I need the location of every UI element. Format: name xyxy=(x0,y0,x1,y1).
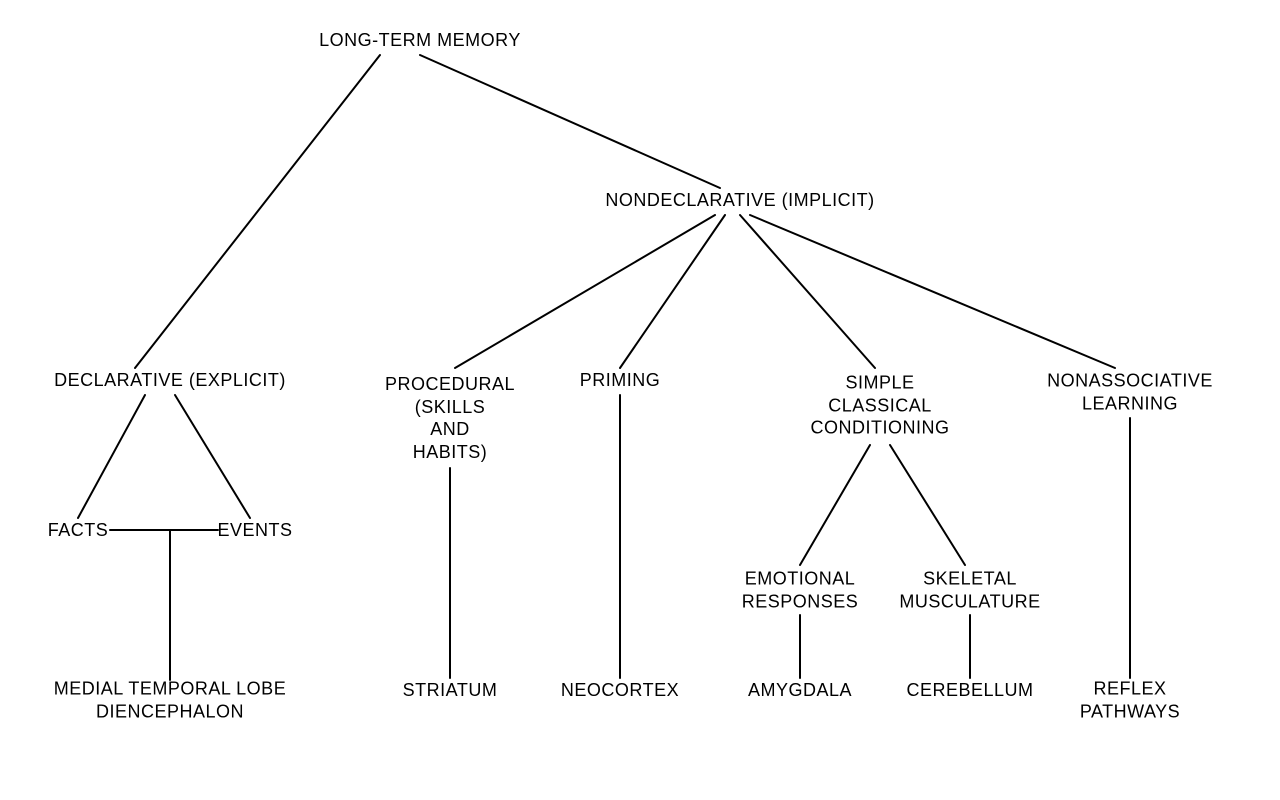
memory-taxonomy-diagram: LONG-TERM MEMORY DECLARATIVE (EXPLICIT) … xyxy=(0,0,1280,800)
node-skeletal: SKELETAL MUSCULATURE xyxy=(899,568,1040,613)
node-striatum: STRIATUM xyxy=(403,679,498,702)
node-amygdala: AMYGDALA xyxy=(748,679,852,702)
node-reflex: REFLEX PATHWAYS xyxy=(1080,678,1180,723)
node-nonassoc: NONASSOCIATIVE LEARNING xyxy=(1047,370,1213,415)
node-cerebellum: CEREBELLUM xyxy=(906,679,1033,702)
node-emotional: EMOTIONAL RESPONSES xyxy=(742,568,859,613)
node-root: LONG-TERM MEMORY xyxy=(319,29,521,52)
node-procedural: PROCEDURAL (SKILLS AND HABITS) xyxy=(385,373,515,463)
node-events: EVENTS xyxy=(217,519,292,542)
node-medial: MEDIAL TEMPORAL LOBE DIENCEPHALON xyxy=(54,678,286,723)
node-priming: PRIMING xyxy=(580,369,661,392)
node-declarative: DECLARATIVE (EXPLICIT) xyxy=(54,369,286,392)
node-simple: SIMPLE CLASSICAL CONDITIONING xyxy=(811,371,950,439)
node-facts: FACTS xyxy=(48,519,109,542)
node-neocortex: NEOCORTEX xyxy=(561,679,679,702)
node-nondeclarative: NONDECLARATIVE (IMPLICIT) xyxy=(605,189,874,212)
